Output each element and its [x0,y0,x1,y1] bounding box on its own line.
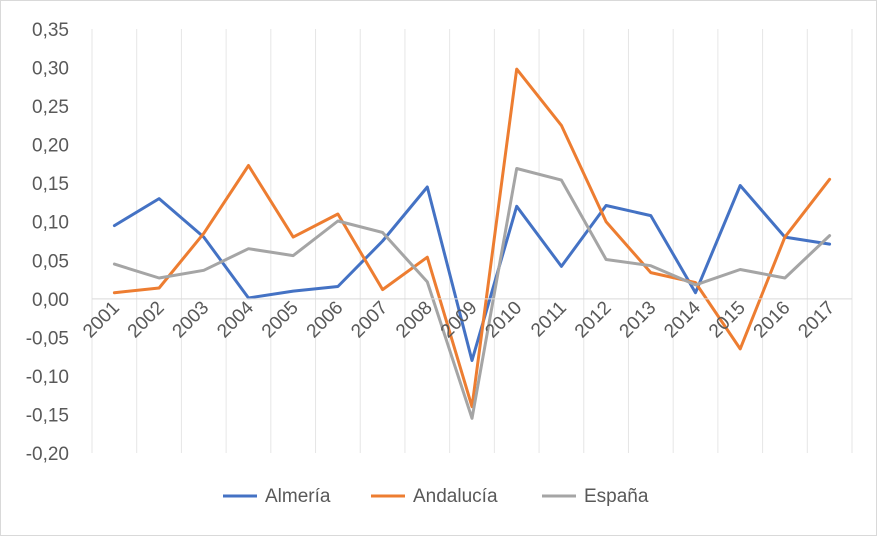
series-line-españa [112,167,832,420]
x-tick-label: 2017 [794,298,839,343]
y-tick-label: 0,00 [32,290,69,311]
y-tick-label: -0,20 [26,444,69,465]
x-tick-label: 2002 [124,298,169,343]
y-tick-label: -0,15 [26,405,69,426]
y-tick-label: -0,05 [26,328,69,349]
x-tick-label: 2006 [303,298,348,343]
x-tick-label: 2004 [213,297,258,342]
x-tick-label: 2005 [258,298,303,343]
y-tick-label: 0,35 [32,20,69,41]
y-tick-label: 0,20 [32,136,69,157]
x-tick-label: 2008 [392,298,437,343]
y-tick-label: 0,05 [32,251,69,272]
legend-label: Andalucía [413,486,498,507]
x-tick-label: 2013 [616,298,661,343]
x-tick-label: 2001 [79,298,124,343]
x-tick-label: 2007 [347,298,392,343]
series-line-andalucía [112,67,832,409]
legend-label: España [584,486,649,507]
y-tick-label: 0,10 [32,213,69,234]
x-tick-label: 2003 [169,298,214,343]
x-tick-label: 2016 [750,298,795,343]
series-lines [112,67,832,420]
y-tick-label: -0,10 [26,367,69,388]
x-tick-label: 2011 [527,298,571,342]
y-axis: -0,20 -0,15 -0,10 -0,05 0,00 0,05 0,10 0,15 0,20… [26,20,69,465]
legend: Almería Andalucía España [223,486,649,507]
legend-label: Almería [265,486,331,507]
y-tick-label: 0,25 [32,97,69,118]
series-line-almería [112,184,832,362]
y-tick-label: 0,30 [32,59,69,80]
y-tick-label: 0,15 [32,174,69,195]
x-tick-label: 2012 [571,298,616,343]
x-tick-label: 2014 [660,297,705,342]
